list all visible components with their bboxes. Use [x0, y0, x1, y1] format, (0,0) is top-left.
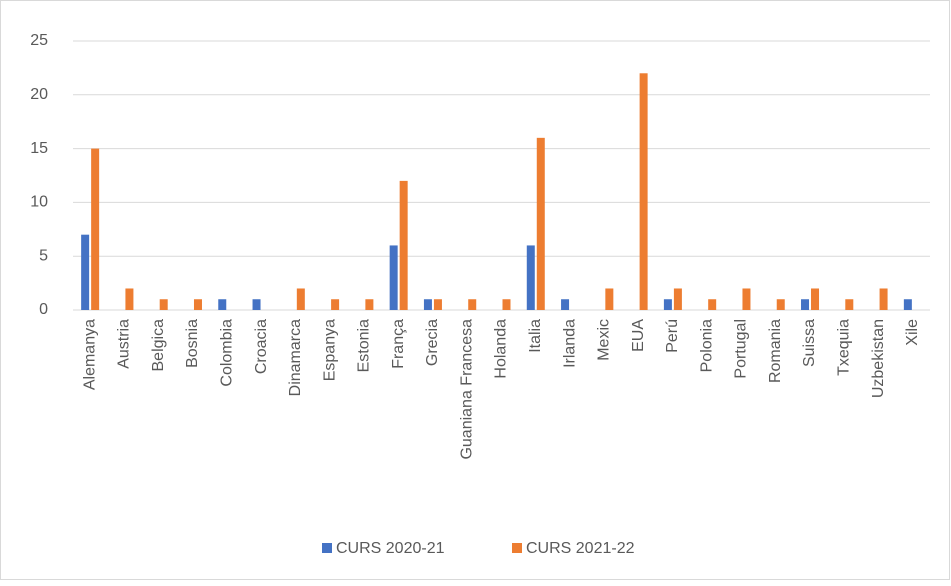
- legend-label: CURS 2021-22: [526, 540, 635, 557]
- x-tick-label: Perú: [664, 319, 681, 353]
- x-tick-label: Guaniana Francesa: [458, 319, 475, 460]
- bar: [252, 299, 261, 310]
- legend-swatch: [322, 543, 332, 553]
- x-tick-label: Xile: [904, 319, 921, 346]
- y-tick-label: 10: [30, 194, 48, 211]
- bar: [845, 299, 854, 310]
- bar: [561, 299, 570, 310]
- x-tick-label: Alemanya: [81, 319, 98, 390]
- bar: [81, 234, 90, 310]
- bar: [526, 245, 535, 310]
- x-tick-label: Portugal: [733, 319, 750, 379]
- bar: [399, 180, 408, 310]
- x-tick-label: França: [390, 319, 407, 369]
- bar: [423, 299, 432, 310]
- bar: [331, 299, 340, 310]
- x-tick-label: Espanya: [321, 319, 338, 381]
- x-tick-label: Txequia: [836, 319, 853, 376]
- x-tick-label: Dinamarca: [287, 319, 304, 396]
- x-tick-label: Colombia: [218, 319, 235, 387]
- y-tick-label: 25: [30, 32, 48, 49]
- bar: [708, 299, 717, 310]
- bar: [389, 245, 398, 310]
- bar: [536, 137, 545, 310]
- y-tick-label: 20: [30, 86, 48, 103]
- bar: [159, 299, 168, 310]
- x-tick-label: Grecia: [424, 319, 441, 366]
- x-tick-label: Mexic: [596, 319, 613, 361]
- legend-label: CURS 2020-21: [336, 540, 445, 557]
- y-tick-label: 0: [39, 301, 48, 318]
- x-tick-label: Suissa: [801, 319, 818, 367]
- y-tick-label: 5: [39, 247, 48, 264]
- bar: [91, 148, 100, 310]
- x-tick-label: Belgica: [150, 319, 167, 372]
- y-tick-label: 15: [30, 140, 48, 157]
- bar: [218, 299, 227, 310]
- legend-swatch: [512, 543, 522, 553]
- bar: [879, 288, 888, 310]
- bar: [365, 299, 374, 310]
- bar: [639, 73, 648, 310]
- bar: [903, 299, 912, 310]
- bar: [433, 299, 442, 310]
- x-tick-label: EUA: [630, 319, 647, 352]
- x-tick-label: Estonia: [356, 319, 373, 372]
- x-tick-label: Irlanda: [561, 319, 578, 368]
- x-tick-label: Romania: [767, 319, 784, 383]
- bar: [296, 288, 305, 310]
- bar: [605, 288, 614, 310]
- bar: [742, 288, 751, 310]
- bar: [801, 299, 810, 310]
- bar: [776, 299, 785, 310]
- x-tick-label: Austria: [116, 319, 133, 369]
- bar: [502, 299, 511, 310]
- x-tick-label: Polonia: [698, 319, 715, 372]
- bar: [468, 299, 477, 310]
- x-tick-label: Holanda: [493, 319, 510, 379]
- bar: [663, 299, 672, 310]
- x-tick-label: Croacia: [253, 319, 270, 374]
- bar: [193, 299, 202, 310]
- x-tick-label: Bosnia: [184, 319, 201, 368]
- bar: [125, 288, 134, 310]
- x-tick-label: Italia: [527, 319, 544, 353]
- bar: [811, 288, 820, 310]
- x-tick-label: Uzbekistan: [870, 319, 887, 398]
- bar: [673, 288, 682, 310]
